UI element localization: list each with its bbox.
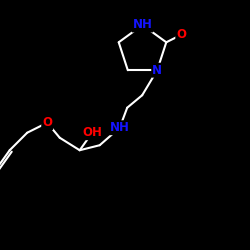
Text: OH: OH	[82, 126, 102, 139]
Text: N: N	[152, 64, 162, 77]
Text: NH: NH	[132, 18, 152, 32]
Text: O: O	[176, 28, 186, 41]
Text: O: O	[42, 116, 52, 129]
Text: NH: NH	[110, 121, 130, 134]
